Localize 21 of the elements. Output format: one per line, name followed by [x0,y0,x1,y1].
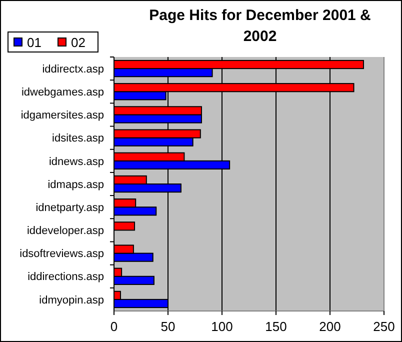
x-tick-label: 0 [110,319,118,334]
y-tick-label: idsoftreviews.asp [20,248,104,260]
x-tick-label: 250 [373,319,395,334]
x-tick-label: 150 [265,319,287,334]
bar [114,222,136,231]
y-tick-label: idnews.asp [48,156,104,168]
x-tick-label: 200 [319,319,341,334]
chart-title: Page Hits for December 2001 & 2002 [149,7,372,45]
y-tick-label: idwebgames.asp [21,86,104,98]
y-tick-label: idsites.asp [52,132,104,145]
y-tick-label: iddirectx.asp [42,63,104,76]
x-tick-label: 100 [211,319,233,334]
legend-label: 02 [71,35,86,50]
y-tick-label: idgamersites.asp [20,110,104,122]
y-tick-label: idmyopin.asp [39,294,104,306]
y-tick-label: iddirections.asp [28,271,104,284]
y-tick-label: iddeveloper.asp [26,225,104,238]
y-tick-label: idnetparty.asp [36,202,104,214]
y-tick-label: idmaps.asp [48,178,104,191]
legend-label: 01 [27,35,42,50]
x-tick-label: 50 [160,319,176,334]
